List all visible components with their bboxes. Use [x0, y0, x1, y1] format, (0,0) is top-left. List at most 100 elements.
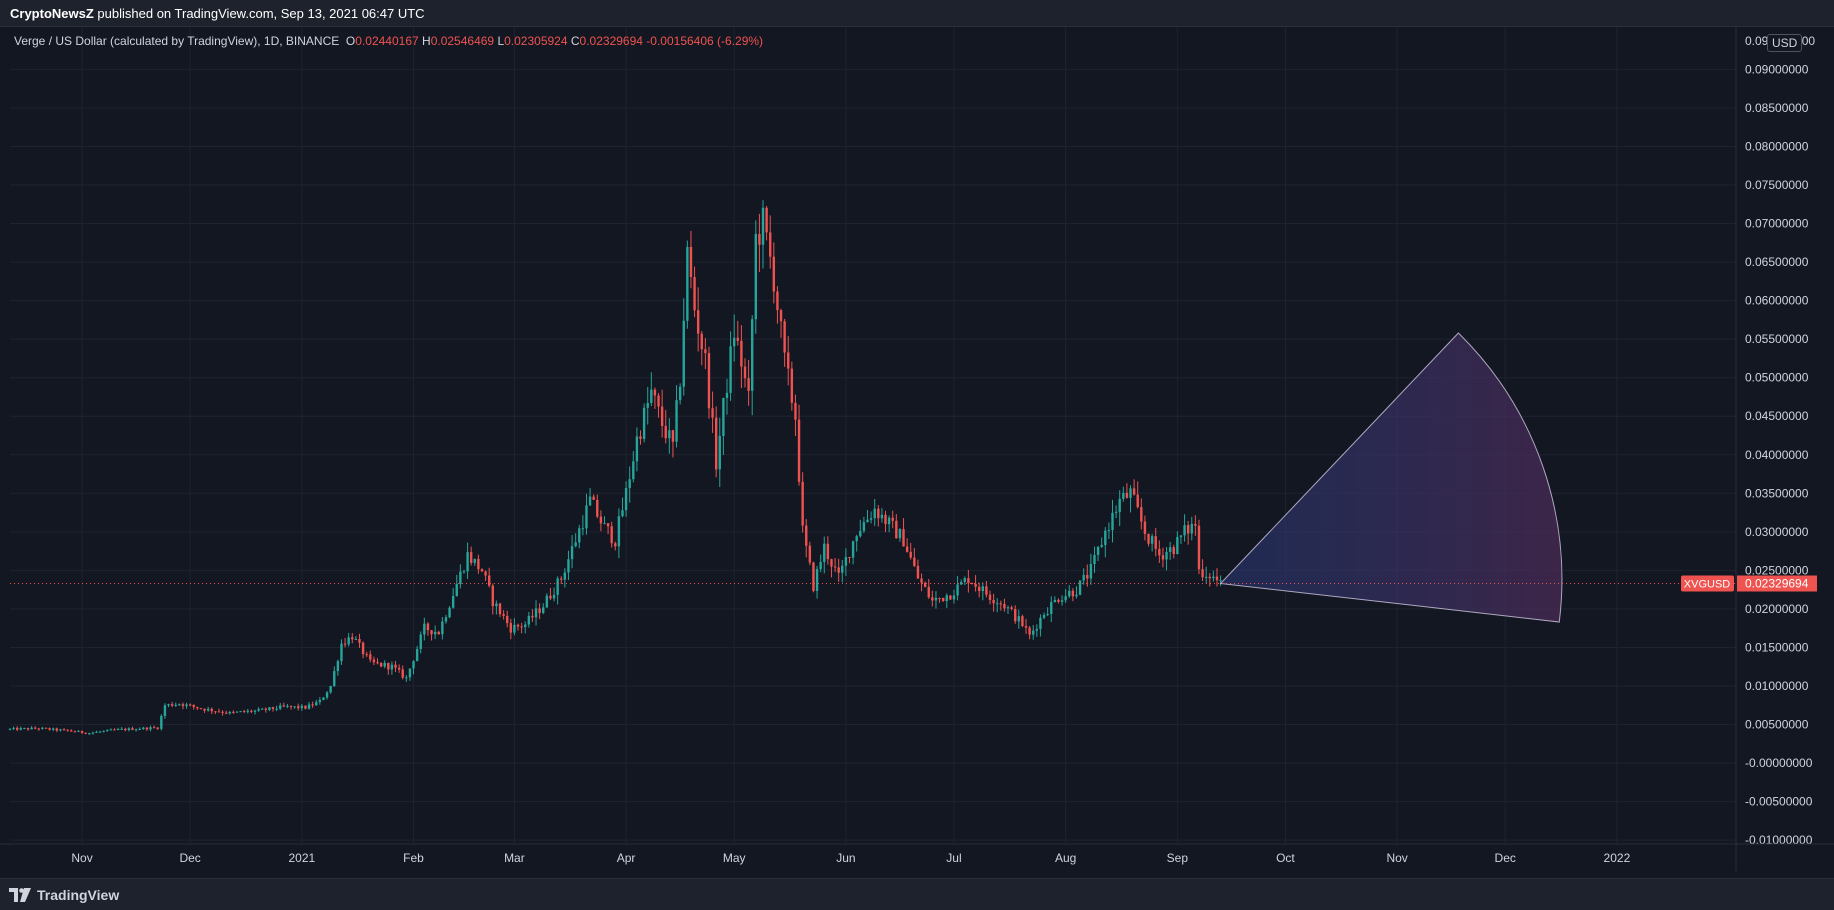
- candle-body: [931, 597, 934, 601]
- candle-body: [423, 623, 426, 635]
- candle-body: [729, 346, 732, 393]
- candle-body: [794, 402, 797, 420]
- last-price-tag: 0.02329694: [1745, 577, 1809, 591]
- candle-body: [361, 642, 365, 655]
- candle-body: [880, 514, 884, 519]
- candle-body: [261, 708, 264, 710]
- y-tick-label: 0.04500000: [1745, 409, 1809, 423]
- price-chart[interactable]: 0.09000000 0.08500000 0.08000000 0.07500000…: [0, 27, 1834, 878]
- candle-body: [567, 559, 570, 573]
- candle-body: [498, 603, 502, 615]
- candle-body: [1096, 546, 1100, 555]
- candle-body: [502, 614, 505, 616]
- y-tick-label: 0.00500000: [1745, 718, 1809, 732]
- open-label: O: [345, 34, 356, 48]
- candle-body: [127, 728, 131, 731]
- candle-body: [149, 727, 152, 730]
- symbol-tag: XVGUSD: [1684, 579, 1731, 591]
- candle-body: [228, 711, 231, 714]
- candle-body: [909, 551, 912, 558]
- tradingview-brand: TradingView: [37, 887, 120, 903]
- symbol-legend: Verge / US Dollar (calculated by Trading…: [14, 34, 763, 48]
- candle-body: [307, 704, 311, 709]
- published-text: published on TradingView.com, Sep 13, 20…: [97, 6, 425, 21]
- candle-body: [830, 559, 833, 567]
- currency-button[interactable]: USD: [1767, 34, 1803, 52]
- candle-body: [1125, 492, 1129, 498]
- candle-body: [73, 731, 77, 733]
- candle-body: [549, 595, 552, 599]
- candle-body: [495, 603, 498, 607]
- candle-body: [376, 662, 379, 664]
- candle-body: [787, 352, 790, 369]
- candle-body: [116, 729, 120, 731]
- candle-body: [340, 643, 343, 662]
- candle-body: [668, 430, 671, 439]
- candle-body: [473, 558, 476, 563]
- candle-body: [1147, 533, 1150, 544]
- candle-body: [1104, 530, 1107, 546]
- candle-body: [970, 583, 974, 585]
- candle-body: [351, 637, 354, 640]
- candle-body: [1204, 576, 1208, 578]
- candle-body: [887, 517, 891, 525]
- candle-body: [797, 419, 801, 482]
- candle-body: [217, 711, 221, 713]
- high-label: H: [422, 34, 431, 48]
- candle-body: [855, 536, 858, 542]
- fan-annotation[interactable]: [1219, 332, 1563, 623]
- candle-body: [1219, 579, 1222, 581]
- candle-body: [264, 708, 268, 710]
- candle-body: [732, 337, 736, 347]
- candle-body: [325, 692, 329, 698]
- candle-body: [646, 402, 649, 408]
- candle-body: [1118, 498, 1121, 512]
- candle-body: [967, 578, 970, 584]
- x-tick-label: Feb: [403, 851, 424, 865]
- candle-body: [1046, 613, 1049, 616]
- candle-body: [700, 333, 703, 350]
- candle-body: [293, 706, 296, 708]
- candle-body: [383, 663, 386, 667]
- candle-body: [441, 621, 444, 635]
- candle-body: [120, 728, 123, 730]
- candle-body: [790, 368, 794, 403]
- candle-body: [1176, 537, 1179, 555]
- candle-body: [1140, 507, 1143, 522]
- candle-body: [1122, 492, 1125, 499]
- candle-body: [1082, 574, 1085, 581]
- candle-body: [185, 704, 188, 707]
- candle-body: [531, 615, 534, 618]
- candle-body: [963, 578, 966, 582]
- candle-body: [527, 615, 531, 625]
- candle-body: [394, 664, 397, 668]
- candle-body: [1039, 617, 1042, 629]
- candle-body: [841, 565, 844, 573]
- x-tick-label: Aug: [1055, 851, 1076, 865]
- candle-body: [1010, 607, 1013, 610]
- x-tick-label: Apr: [617, 851, 636, 865]
- candles: [8, 200, 1222, 736]
- candle-body: [329, 686, 332, 693]
- candle-body: [433, 631, 437, 635]
- candle-body: [1089, 564, 1093, 579]
- candle-body: [300, 705, 304, 709]
- candle-body: [513, 624, 516, 633]
- candle-body: [751, 319, 754, 391]
- candle-body: [891, 517, 894, 521]
- candle-body: [660, 406, 664, 426]
- candle-body: [617, 516, 621, 547]
- symbol-tag-bg: [1681, 575, 1734, 592]
- candle-body: [1093, 554, 1096, 565]
- candle-body: [77, 730, 80, 732]
- candle-body: [1068, 590, 1071, 597]
- close-value: 0.02329694: [579, 34, 643, 48]
- candle-body: [1060, 600, 1064, 602]
- y-tick-label: 0.07500000: [1745, 178, 1809, 192]
- candle-body: [815, 569, 819, 591]
- y-tick-label: 0.05500000: [1745, 332, 1809, 346]
- candle-body: [884, 514, 887, 525]
- candle-body: [1028, 627, 1031, 635]
- candle-body: [487, 575, 491, 586]
- candle-body: [181, 704, 185, 707]
